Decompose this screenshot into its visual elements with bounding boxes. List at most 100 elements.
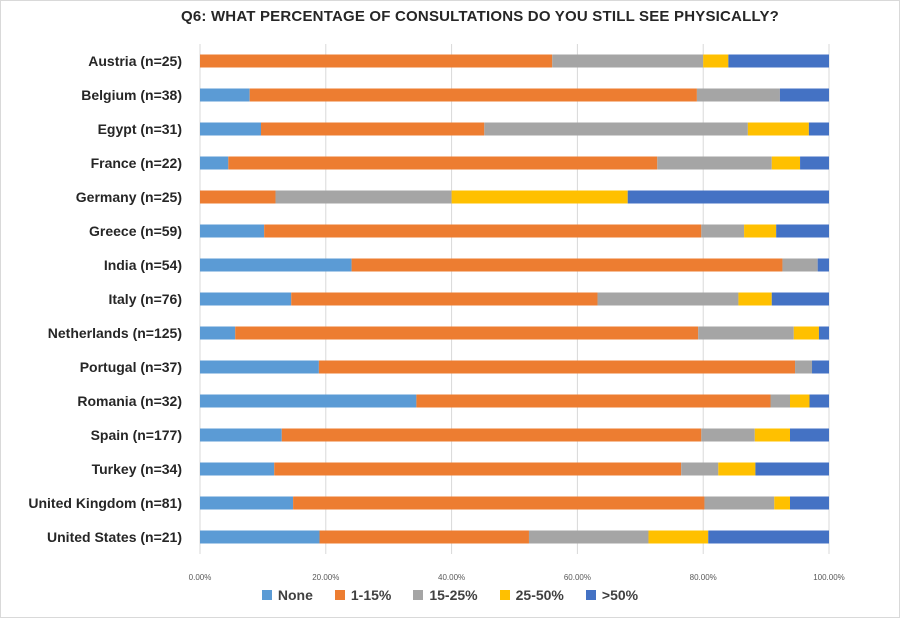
bar-segment [782,258,818,272]
category-label: United States (n=21) [47,529,182,545]
bar-segment [704,496,775,510]
category-label: Belgium (n=38) [81,87,182,103]
bar-segment [249,88,697,102]
category-label: India (n=54) [104,257,182,273]
legend: None 1-15% 15-25% 25-50% >50% [0,587,900,603]
legend-label: 25-50% [515,587,564,603]
legend-item: 25-50% [499,587,564,603]
bar-segment [451,190,628,204]
legend-item: >50% [585,587,639,603]
bar-segment [416,394,771,408]
bar-segment [200,258,352,272]
bar-segment [681,462,719,476]
category-label: United Kingdom (n=81) [28,495,182,511]
bar-segment [728,54,829,68]
bar-segment [200,54,553,68]
bar-segment [200,462,275,476]
bar-segment [790,428,829,442]
bar-segment [228,156,658,170]
legend-item: 1-15% [334,587,392,603]
bar-segment [744,224,777,238]
legend-item: None [261,587,313,603]
bar-segment [200,326,236,340]
category-label: Netherlands (n=125) [48,325,182,341]
legend-label: 15-25% [429,587,478,603]
bar-segment [790,496,829,510]
bar-segment [318,360,796,374]
legend-item: 15-25% [413,587,478,603]
bar-segment [274,462,682,476]
chart-title: Q6: WHAT PERCENTAGE OF CONSULTATIONS DO … [180,8,780,25]
bar-segment [648,530,709,544]
bar-segment [771,156,801,170]
bar-segment [200,156,229,170]
bar-segment [291,292,598,306]
category-label: Greece (n=59) [89,223,182,239]
legend-label: 1-15% [350,587,392,603]
category-label: Romania (n=32) [77,393,182,409]
bar-segment [754,428,791,442]
legend-swatch [585,590,596,600]
bar-segment [528,530,649,544]
bar-segment [200,190,276,204]
x-tick-label: 60.00% [564,573,591,582]
bar-segment [200,360,319,374]
bar-segment [351,258,783,272]
bar-segment [774,496,791,510]
bar-segment [698,326,794,340]
bar-segment [235,326,699,340]
bar-segment [703,54,729,68]
bar-segment [747,122,809,136]
bar-segment [275,190,452,204]
bar-segment [293,496,705,510]
category-label: France (n=22) [91,155,182,171]
bar-segment [708,530,829,544]
bar-segment [809,394,829,408]
bar-segment [627,190,829,204]
bar-segment [281,428,702,442]
bar-segment [776,224,829,238]
bar-segment [200,122,262,136]
x-tick-label: 40.00% [438,573,465,582]
bar-segment [200,88,250,102]
bar-segment [200,292,292,306]
bar-segment [552,54,704,68]
bar-segment [261,122,485,136]
bar-segment [696,88,780,102]
bar-segment [701,428,755,442]
legend-label: >50% [601,587,639,603]
x-tick-label: 20.00% [312,573,339,582]
legend-swatch [334,590,345,600]
bar-segment [790,394,810,408]
legend-swatch [261,590,272,600]
bar-segment [200,530,320,544]
bar-segment [264,224,702,238]
bar-segment [793,326,819,340]
bar-segment [779,88,829,102]
category-label: Spain (n=177) [91,427,182,443]
bar-segment [200,428,282,442]
bar-segment [657,156,772,170]
bar-segment [755,462,829,476]
bar-segment [808,122,829,136]
bar-segment [701,224,745,238]
bar-segment [795,360,813,374]
bar-segment [817,258,829,272]
bar-segment [718,462,756,476]
x-tick-label: 0.00% [189,573,212,582]
category-label: Portugal (n=37) [80,359,182,375]
bar-segment [319,530,529,544]
x-tick-label: 100.00% [813,573,845,582]
bar-segment [770,394,791,408]
category-label: Germany (n=25) [76,189,182,205]
bar-segment [738,292,772,306]
legend-label: None [277,587,313,603]
category-label: Turkey (n=34) [92,461,182,477]
bar-segment [800,156,829,170]
bar-segment [200,394,417,408]
bar-segment [200,496,294,510]
category-label: Egypt (n=31) [98,121,182,137]
bar-segment [812,360,829,374]
bar-segment [484,122,748,136]
